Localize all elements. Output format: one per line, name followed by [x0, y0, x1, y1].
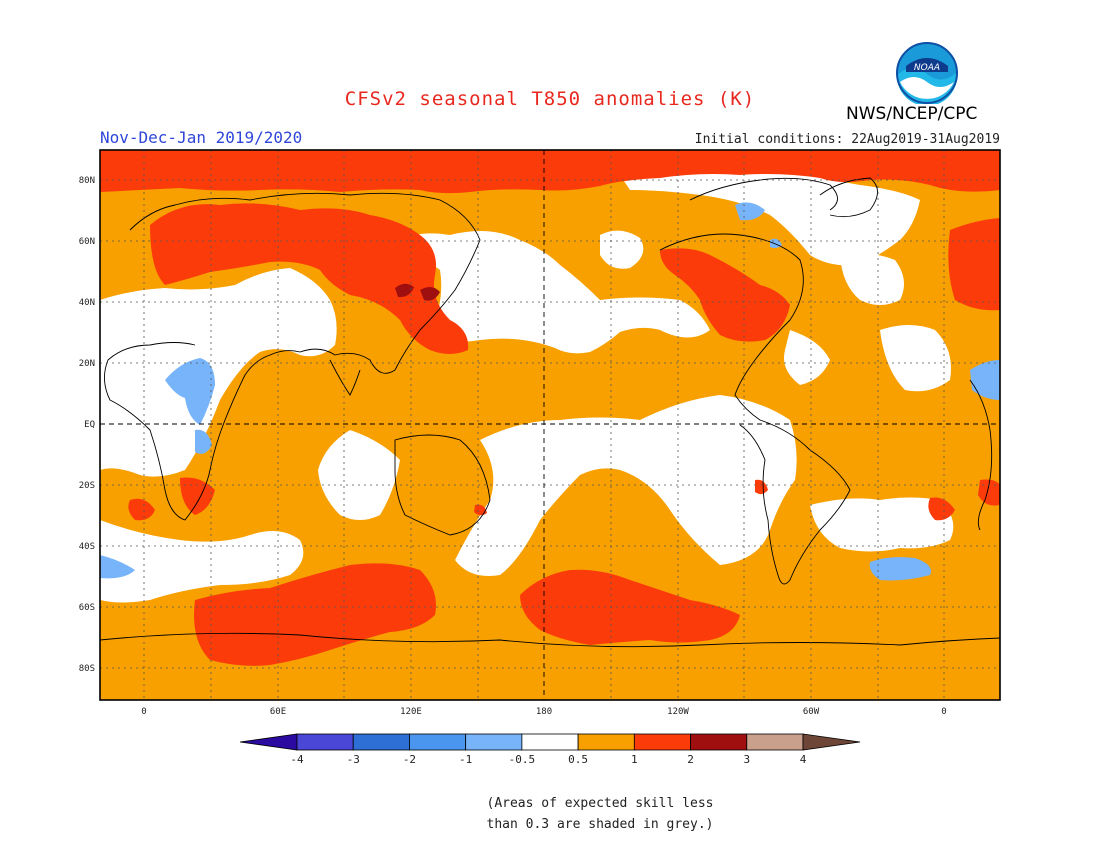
coastlines [100, 177, 1000, 648]
colorbar-label: -0.5 [509, 753, 536, 766]
skill-note-line: than 0.3 are shaded in grey.) [486, 817, 714, 832]
colorbar-arrow-high [802, 733, 861, 751]
equator-dateline [100, 150, 1000, 700]
colorbar: -4 -3 -2 -1 -0.5 0.5 1 2 3 4 [239, 733, 861, 766]
lat-label: EQ [84, 420, 95, 430]
lon-label: 60E [270, 707, 286, 717]
graticule [100, 150, 1000, 700]
colorbar-label: 3 [743, 753, 750, 766]
map-title: CFSv2 seasonal T850 anomalies (K) [344, 88, 756, 110]
colorbar-box [746, 733, 804, 751]
lat-label: 60S [79, 603, 95, 613]
colorbar-box [409, 733, 467, 751]
lat-label: 40S [79, 542, 95, 552]
colorbar-box [465, 733, 523, 751]
colorbar-label: 0.5 [568, 753, 588, 766]
anomaly-2-to-3-regions [395, 283, 440, 301]
colorbar-label: 4 [800, 753, 807, 766]
agency-label: NWS/NCEP/CPC [846, 104, 978, 124]
colorbar-box [521, 733, 579, 751]
lon-label: 120W [667, 707, 689, 717]
map-frame [99, 149, 1001, 701]
colorbar-arrow-low [239, 733, 298, 751]
lat-label: 80N [79, 176, 95, 186]
colorbar-label: 1 [631, 753, 638, 766]
skill-note: (Areas of expected skill less than 0.3 a… [440, 793, 760, 835]
colorbar-label: -2 [403, 753, 416, 766]
lat-label: 40N [79, 298, 95, 308]
initial-conditions-label: Initial conditions: 22Aug2019-31Aug2019 [694, 132, 1000, 147]
lon-label: 180 [536, 707, 552, 717]
noaa-logo: NOAA [896, 42, 958, 104]
colorbar-label: -3 [347, 753, 360, 766]
colorbar-box [296, 733, 354, 751]
skill-note-line: (Areas of expected skill less [486, 796, 714, 811]
lon-label: 0 [141, 707, 146, 717]
lat-label: 20S [79, 481, 95, 491]
map-field [100, 150, 1000, 700]
colorbar-label: -1 [459, 753, 472, 766]
lon-label: 0 [941, 707, 946, 717]
lat-label: 80S [79, 664, 95, 674]
colorbar-box [577, 733, 635, 751]
logo-text: NOAA [914, 63, 940, 73]
latitude-labels: 80N 60N 40N 20N EQ 20S 40S 60S 80S [79, 176, 95, 674]
colorbar-box [352, 733, 410, 751]
lat-label: 60N [79, 237, 95, 247]
colorbar-label: -4 [290, 753, 304, 766]
near-zero-regions [100, 167, 954, 603]
lon-label: 60W [803, 707, 820, 717]
colorbar-box [633, 733, 691, 751]
negative-anomaly-regions [100, 202, 1000, 581]
season-label: Nov-Dec-Jan 2019/2020 [100, 128, 303, 147]
longitude-labels: 0 60E 120E 180 120W 60W 0 [141, 707, 946, 717]
colorbar-label: 2 [687, 753, 694, 766]
lat-label: 20N [79, 359, 95, 369]
lon-label: 120E [400, 707, 422, 717]
colorbar-box [690, 733, 748, 751]
